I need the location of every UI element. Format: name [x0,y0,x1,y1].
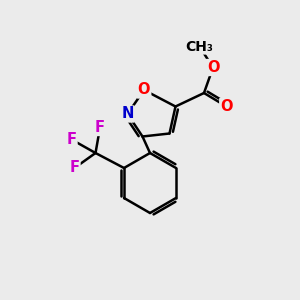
Text: F: F [67,132,76,147]
Text: N: N [121,106,134,122]
Text: F: F [70,160,80,175]
Text: CH₃: CH₃ [186,40,213,53]
Text: O: O [220,99,233,114]
Text: O: O [138,82,150,98]
Text: O: O [207,60,219,75]
Text: F: F [95,120,105,135]
